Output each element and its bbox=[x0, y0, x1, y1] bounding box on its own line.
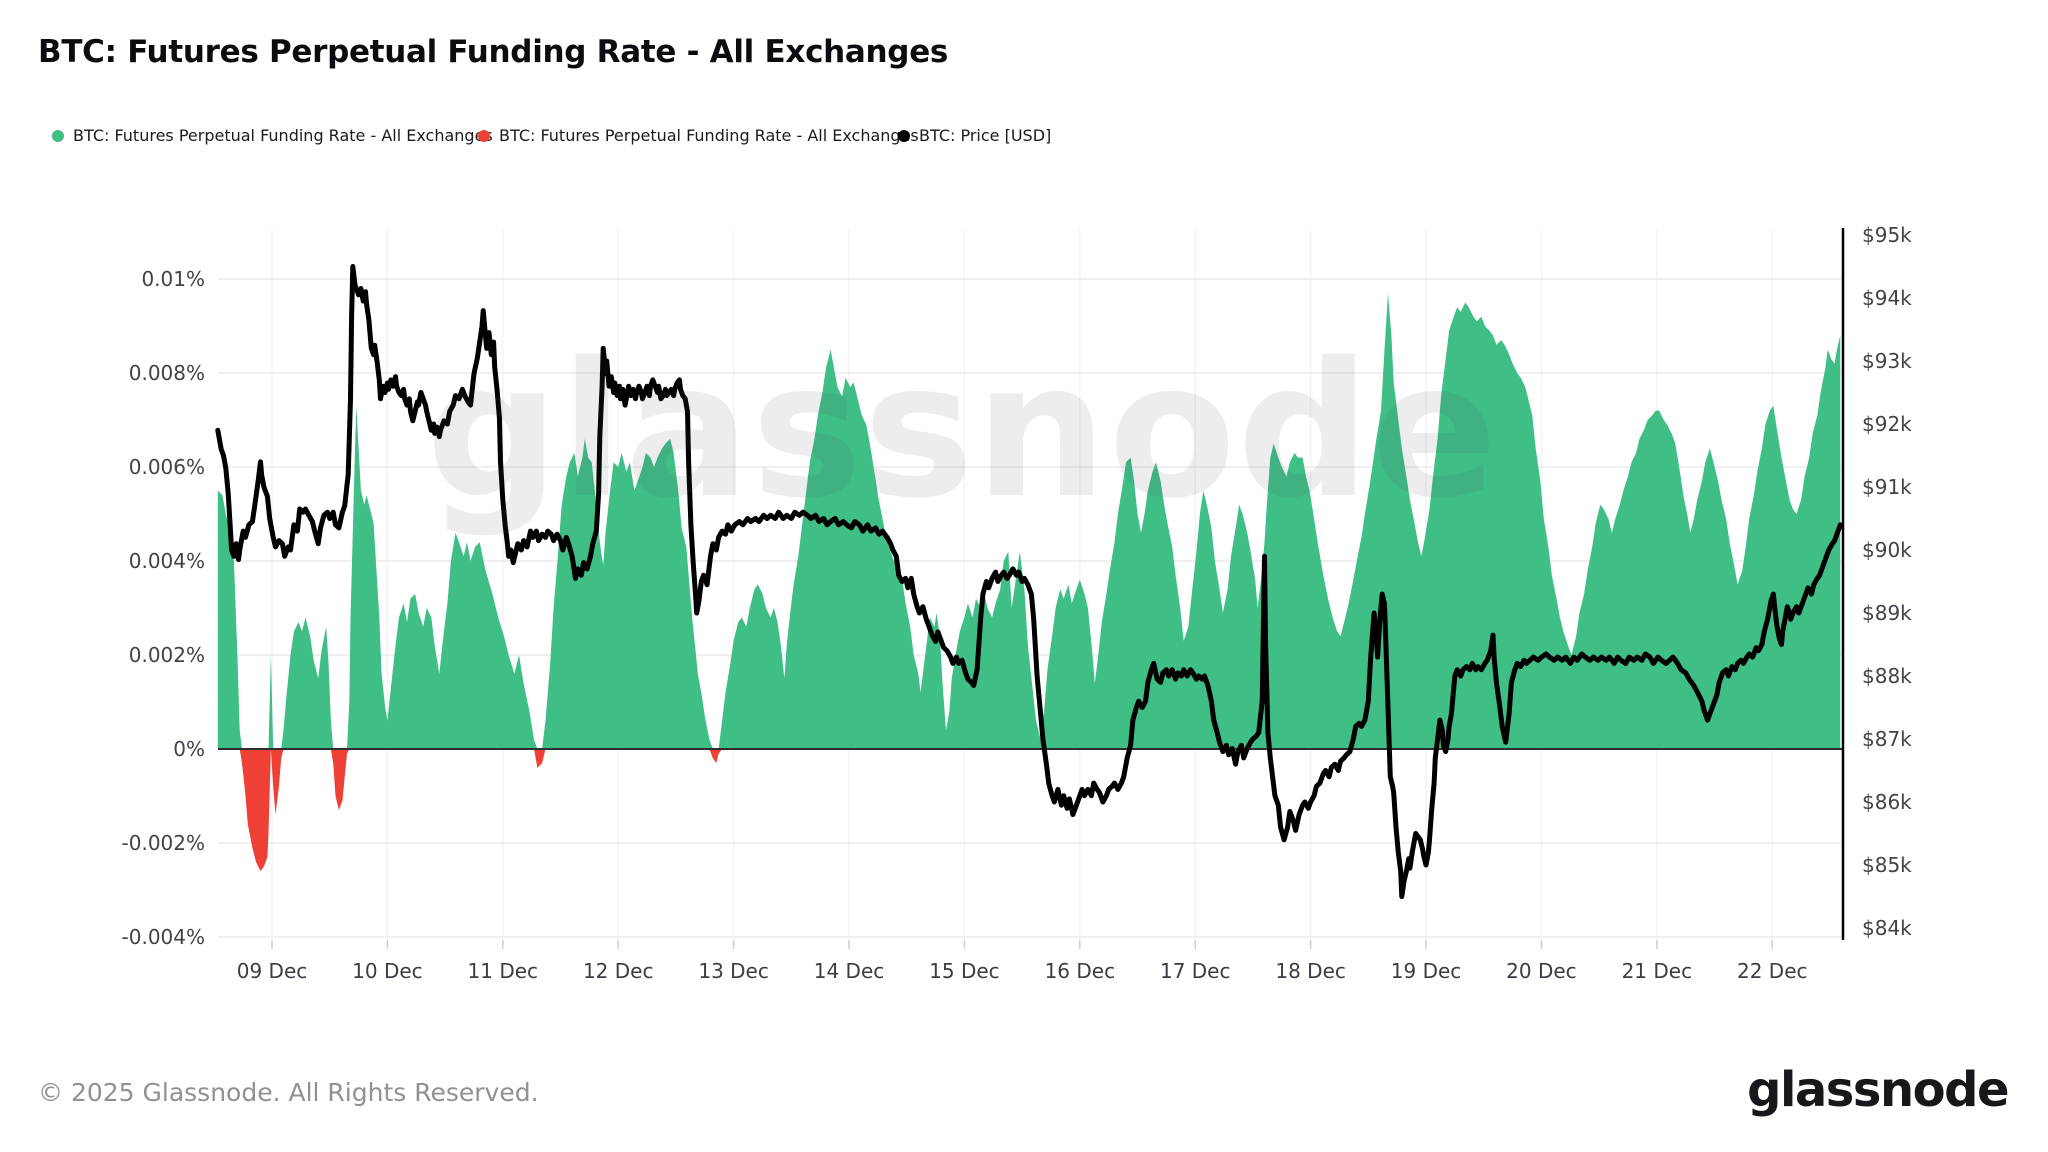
y-left-tick-label: 0% bbox=[173, 736, 205, 761]
x-tick-label: 10 Dec bbox=[352, 959, 423, 983]
x-tick-label: 15 Dec bbox=[929, 959, 1000, 983]
footer-copyright: © 2025 Glassnode. All Rights Reserved. bbox=[38, 1078, 539, 1107]
legend-dot-red-icon bbox=[478, 129, 490, 142]
legend-label: BTC: Futures Perpetual Funding Rate - Al… bbox=[73, 126, 493, 145]
page-title: BTC: Futures Perpetual Funding Rate - Al… bbox=[38, 34, 949, 70]
x-tick-label: 22 Dec bbox=[1736, 959, 1808, 983]
y-right-tick-label: $87k bbox=[1862, 727, 1912, 751]
y-left-tick-label: 0.008% bbox=[128, 360, 205, 385]
legend-dot-black-icon bbox=[898, 129, 910, 142]
glassnode-logo[interactable]: glassnode bbox=[1747, 1062, 2009, 1118]
y-right-tick-label: $92k bbox=[1862, 411, 1912, 436]
y-right-tick-label: $91k bbox=[1862, 474, 1912, 499]
x-tick-label: 09 Dec bbox=[236, 959, 308, 983]
y-right-tick-label: $95k bbox=[1862, 222, 1912, 247]
legend-label: BTC: Futures Perpetual Funding Rate - Al… bbox=[499, 126, 919, 145]
y-right-tick-label: $84k bbox=[1862, 916, 1912, 941]
x-tick-label: 21 Dec bbox=[1621, 959, 1693, 983]
x-tick-label: 11 Dec bbox=[467, 959, 539, 983]
y-left-tick-label: 0.006% bbox=[128, 454, 205, 479]
y-left-tick-label: 0.004% bbox=[128, 548, 205, 573]
y-right-tick-label: $93k bbox=[1862, 348, 1912, 373]
x-tick-label: 20 Dec bbox=[1506, 959, 1577, 983]
y-right-tick-label: $94k bbox=[1862, 285, 1912, 310]
legend-item-funding-negative[interactable]: BTC: Futures Perpetual Funding Rate - Al… bbox=[478, 126, 919, 145]
y-right-tick-label: $85k bbox=[1862, 853, 1912, 878]
x-tick-label: 17 Dec bbox=[1159, 959, 1231, 983]
y-left-tick-label: -0.002% bbox=[121, 830, 205, 855]
x-tick-label: 18 Dec bbox=[1275, 959, 1346, 983]
legend-item-price[interactable]: BTC: Price [USD] bbox=[898, 126, 1051, 145]
legend-label: BTC: Price [USD] bbox=[919, 126, 1052, 145]
y-right-tick-label: $90k bbox=[1862, 538, 1912, 562]
legend-item-funding-positive[interactable]: BTC: Futures Perpetual Funding Rate - Al… bbox=[52, 126, 493, 145]
legend-dot-green-icon bbox=[52, 129, 64, 142]
y-right-tick-label: $88k bbox=[1862, 664, 1912, 688]
x-tick-label: 12 Dec bbox=[582, 959, 654, 983]
x-tick-label: 19 Dec bbox=[1390, 959, 1462, 983]
y-left-tick-label: 0.002% bbox=[128, 642, 205, 667]
y-left-tick-label: -0.004% bbox=[121, 924, 205, 949]
y-right-tick-label: $89k bbox=[1862, 601, 1912, 625]
x-tick-label: 16 Dec bbox=[1044, 959, 1116, 983]
y-right-tick-label: $86k bbox=[1862, 790, 1912, 815]
chart-legend: BTC: Futures Perpetual Funding Rate - Al… bbox=[0, 126, 2048, 154]
x-tick-label: 13 Dec bbox=[698, 959, 769, 983]
chart-plot-area[interactable] bbox=[218, 230, 1843, 940]
x-tick-label: 14 Dec bbox=[813, 959, 885, 983]
y-left-tick-label: 0.01% bbox=[141, 266, 205, 291]
